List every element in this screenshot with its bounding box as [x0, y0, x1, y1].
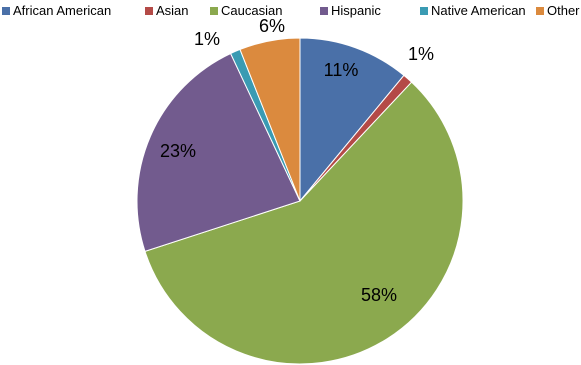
legend-swatch-hispanic: [320, 7, 328, 15]
legend-label-other: Other: [547, 3, 580, 18]
legend-label-hispanic: Hispanic: [331, 3, 381, 18]
legend-label-caucasian: Caucasian: [221, 3, 282, 18]
pie-slice-other: [239, 37, 301, 202]
pie-slice-hispanic: [136, 52, 301, 253]
legend-label-african-american: African American: [13, 3, 111, 18]
legend-swatch-african-american: [2, 7, 10, 15]
legend-swatch-caucasian: [210, 7, 218, 15]
data-label-native-american: 1%: [194, 29, 220, 49]
pie-slice-caucasian: [144, 81, 464, 365]
data-label-hispanic: 23%: [160, 141, 196, 161]
data-label-asian: 1%: [408, 44, 434, 64]
data-label-african-american: 11%: [324, 60, 359, 80]
legend-label-native-american: Native American: [431, 3, 526, 18]
data-label-caucasian: 58%: [361, 285, 397, 305]
pie-slices: [136, 37, 464, 365]
legend-swatch-asian: [145, 7, 153, 15]
pie-slice-african-american: [299, 37, 405, 203]
data-label-other: 6%: [259, 16, 285, 36]
legend-label-asian: Asian: [156, 3, 189, 18]
chart-legend: African American Asian Caucasian Hispanic Na…: [2, 3, 580, 18]
pie-data-labels: 11% 1% 58% 23% 1% 6%: [160, 16, 434, 305]
legend-swatch-native-american: [420, 7, 428, 15]
legend-swatch-other: [536, 7, 544, 15]
